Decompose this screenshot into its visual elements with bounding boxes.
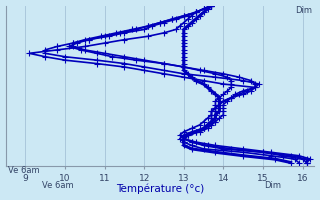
Text: Dim: Dim bbox=[265, 181, 282, 190]
Text: Ve 6am: Ve 6am bbox=[8, 166, 39, 175]
Text: Ve 6am: Ve 6am bbox=[42, 181, 73, 190]
Text: Dim: Dim bbox=[295, 6, 312, 15]
X-axis label: Température (°c): Température (°c) bbox=[116, 184, 204, 194]
